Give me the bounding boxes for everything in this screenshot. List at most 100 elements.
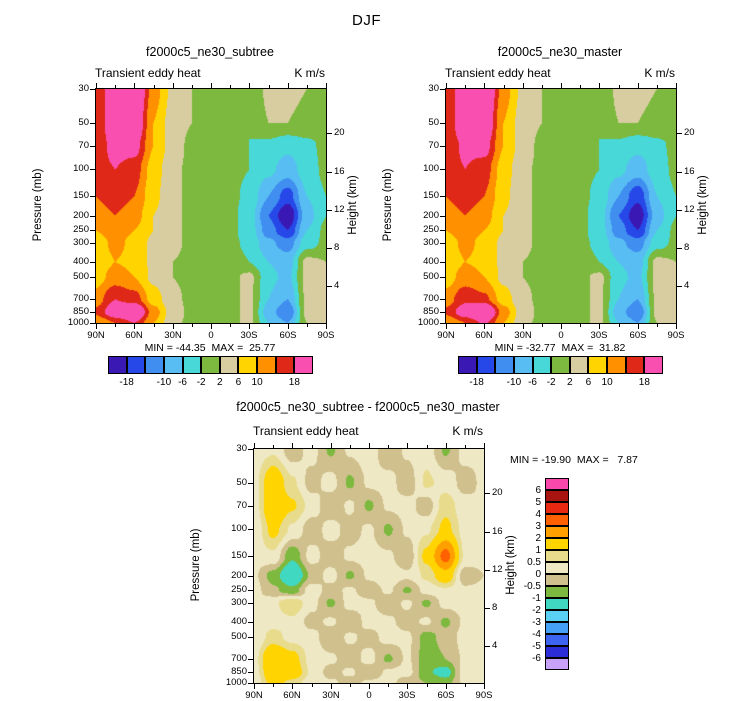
lat-minor-tick xyxy=(427,684,428,687)
colorbar-cell xyxy=(201,356,220,374)
pressure-tick xyxy=(440,146,445,147)
lat-minor-tick xyxy=(154,85,155,88)
pressure-tick xyxy=(248,672,253,673)
contour-plot-master: 30 50 70 100 150 200 250 300 400 500 700 850 1000 20 1… xyxy=(418,83,695,341)
pressure-tick-label: 100 xyxy=(231,523,247,534)
pressure-tick xyxy=(440,243,445,244)
pressure-tick xyxy=(248,637,253,638)
colorbar-cell xyxy=(182,356,202,374)
height-tick-label: 12 xyxy=(684,204,695,215)
lat-minor-tick xyxy=(312,445,313,448)
lat-tick xyxy=(561,324,562,329)
colorbar-cell xyxy=(545,586,569,598)
minmax-difference: MIN = -19.90 MAX = 7.87 xyxy=(510,454,638,466)
lat-tick-label: 30S xyxy=(398,690,416,701)
lat-minor-tick xyxy=(312,684,313,687)
height-tick-label: 8 xyxy=(492,602,498,613)
units-label: K m/s xyxy=(452,424,483,438)
pressure-tick-label: 300 xyxy=(73,237,89,248)
lat-tick xyxy=(446,324,447,329)
lat-minor-tick xyxy=(542,324,543,327)
lat-tick xyxy=(331,684,332,689)
height-tick xyxy=(485,570,490,571)
colorbar-label: 10 xyxy=(601,377,613,388)
colorbar-cell xyxy=(275,356,295,374)
colorbar-cell xyxy=(545,514,569,526)
pressure-tick xyxy=(248,659,253,660)
pressure-tick xyxy=(248,576,253,577)
panel-title-subtree: f2000c5_ne30_subtree xyxy=(146,45,274,59)
lat-tick-label: 60S xyxy=(629,330,647,341)
height-tick xyxy=(677,286,682,287)
contour-canvas xyxy=(446,89,676,323)
pressure-tick xyxy=(90,146,95,147)
pressure-tick-label: 700 xyxy=(423,293,439,304)
lat-tick xyxy=(292,684,293,689)
pressure-tick-label: 400 xyxy=(73,256,89,267)
colorbar-cell xyxy=(545,646,569,658)
colorbar-cell xyxy=(625,356,645,374)
contour-canvas xyxy=(254,449,484,683)
colorbar-cell xyxy=(545,526,569,538)
colorbar-cell xyxy=(644,356,663,374)
pressure-tick xyxy=(90,230,95,231)
pressure-tick-label: 30 xyxy=(428,83,439,94)
units-label: K m/s xyxy=(294,66,325,80)
pressure-tick-label: 50 xyxy=(78,117,89,128)
lat-tick xyxy=(292,443,293,448)
lat-tick xyxy=(173,324,174,329)
height-tick xyxy=(327,248,332,249)
pressure-tick xyxy=(440,123,445,124)
colorbar-label: 6 xyxy=(585,377,592,388)
colorbar-label: 0.5 xyxy=(527,557,541,568)
lat-minor-tick xyxy=(273,445,274,448)
colorbar-cell xyxy=(495,356,514,374)
pressure-tick-label: 700 xyxy=(73,293,89,304)
lat-tick-label: 30N xyxy=(514,330,532,341)
pressure-tick-label: 850 xyxy=(231,666,247,677)
height-tick-label: 16 xyxy=(684,166,695,177)
colorbar-label: -10 xyxy=(506,377,522,388)
lat-minor-tick xyxy=(230,324,231,327)
colorbar-cell xyxy=(257,356,276,374)
lat-tick xyxy=(134,83,135,88)
pressure-tick-label: 150 xyxy=(231,550,247,561)
colorbar-label: -18 xyxy=(119,377,134,388)
pressure-tick-label: 500 xyxy=(423,271,439,282)
pressure-tick xyxy=(440,216,445,217)
lat-minor-tick xyxy=(307,324,308,327)
colorbar-label: -2 xyxy=(196,377,206,388)
lat-minor-tick xyxy=(657,324,658,327)
pressure-tick xyxy=(248,622,253,623)
pressure-tick-label: 500 xyxy=(231,631,247,642)
lat-tick xyxy=(369,684,370,689)
lat-tick-label: 0 xyxy=(366,690,372,701)
colorbar-label: 6 xyxy=(535,485,541,496)
minmax-subtree: MIN = -44.35 MAX = 25.77 xyxy=(144,342,276,354)
pressure-tick-label: 30 xyxy=(236,443,247,454)
height-tick-label: 20 xyxy=(684,127,695,138)
colorbar-difference: 6 5 4 3 2 1 0.5 0 -0.5 -1 -2 -3 -4 -5 -6 xyxy=(524,478,569,670)
pressure-tick xyxy=(440,323,445,324)
pressure-tick xyxy=(90,262,95,263)
pressure-tick xyxy=(248,529,253,530)
colorbar-cell xyxy=(294,356,313,374)
lat-tick xyxy=(96,324,97,329)
colorbar-cell xyxy=(588,356,608,374)
field-label: Transient eddy heat xyxy=(445,66,551,80)
colorbar-cell xyxy=(108,356,127,374)
lat-minor-tick xyxy=(465,684,466,687)
height-tick-label: 20 xyxy=(334,127,345,138)
lat-tick-label: 30N xyxy=(164,330,182,341)
colorbar-cell xyxy=(545,538,569,550)
lat-tick-label: 60S xyxy=(279,330,297,341)
pressure-tick xyxy=(440,89,445,90)
height-tick-label: 20 xyxy=(492,487,503,498)
lat-tick-label: 0 xyxy=(558,330,564,341)
colorbar-label: -0.5 xyxy=(523,581,541,592)
lat-minor-tick xyxy=(619,324,620,327)
lat-tick xyxy=(254,443,255,448)
panel-subtitle-row-subtree: Transient eddy heat K m/s xyxy=(95,66,325,80)
height-tick xyxy=(485,532,490,533)
lat-minor-tick xyxy=(388,445,389,448)
